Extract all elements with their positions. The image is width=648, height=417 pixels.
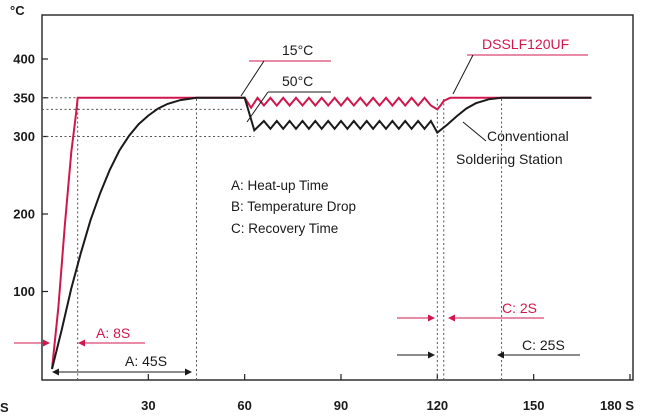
x-tick-label: 30 xyxy=(141,398,155,413)
y-tick-label: 400 xyxy=(13,52,35,67)
x-tick-label: 90 xyxy=(334,398,348,413)
heatup-black-annotation: A: 45S xyxy=(52,353,192,376)
a-black-label: A: 45S xyxy=(125,353,167,369)
legend-notes: A: Heat-up Time B: Temperature Drop C: R… xyxy=(231,178,356,236)
series-label-black-line1: Conventional xyxy=(487,128,569,144)
legend-b: B: Temperature Drop xyxy=(231,199,356,214)
drop-50-label: 50°C xyxy=(282,73,313,89)
recovery-red-annotation: C: 2S xyxy=(397,300,544,322)
y-tick-label: 350 xyxy=(13,90,35,105)
drop-15-label: 15°C xyxy=(282,42,313,58)
y-tick-label: 200 xyxy=(13,207,35,222)
heatup-red-annotation: A: 8S xyxy=(14,325,145,347)
reference-lines xyxy=(42,97,503,380)
drop-50-annotation: 50°C xyxy=(246,73,331,123)
series-line-dsslf120uf xyxy=(51,96,592,370)
series-lines xyxy=(51,96,592,370)
series-label-black-line2: Soldering Station xyxy=(456,151,563,167)
stray-s-label: S xyxy=(0,400,9,415)
series-label-conventional: Conventional Soldering Station xyxy=(456,121,569,167)
y-tick-label: 300 xyxy=(13,129,35,144)
legend-c: C: Recovery Time xyxy=(231,221,338,236)
x-tick-label: 180 S xyxy=(600,398,634,413)
x-tick-label: 60 xyxy=(237,398,251,413)
legend-a: A: Heat-up Time xyxy=(231,178,329,193)
x-axis-ticks: 30 60 90 120 150 180 S xyxy=(141,374,634,413)
drop-15-annotation: 15°C xyxy=(240,42,331,97)
series-line-conventional xyxy=(51,96,592,370)
y-unit-label: °C xyxy=(10,3,25,18)
y-axis-ticks: 100 200 300 350 400 xyxy=(13,52,48,299)
y-tick-label: 100 xyxy=(13,284,35,299)
series-label-red: DSSLF120UF xyxy=(482,36,569,52)
x-tick-label: 120 xyxy=(426,398,448,413)
c-black-label: C: 25S xyxy=(522,337,565,353)
x-tick-label: 150 xyxy=(523,398,545,413)
a-red-label: A: 8S xyxy=(96,325,130,341)
c-red-label: C: 2S xyxy=(502,300,537,316)
series-label-dsslf: DSSLF120UF xyxy=(452,36,588,95)
chart-frame xyxy=(41,14,634,381)
recovery-black-annotation: C: 25S xyxy=(397,337,580,359)
